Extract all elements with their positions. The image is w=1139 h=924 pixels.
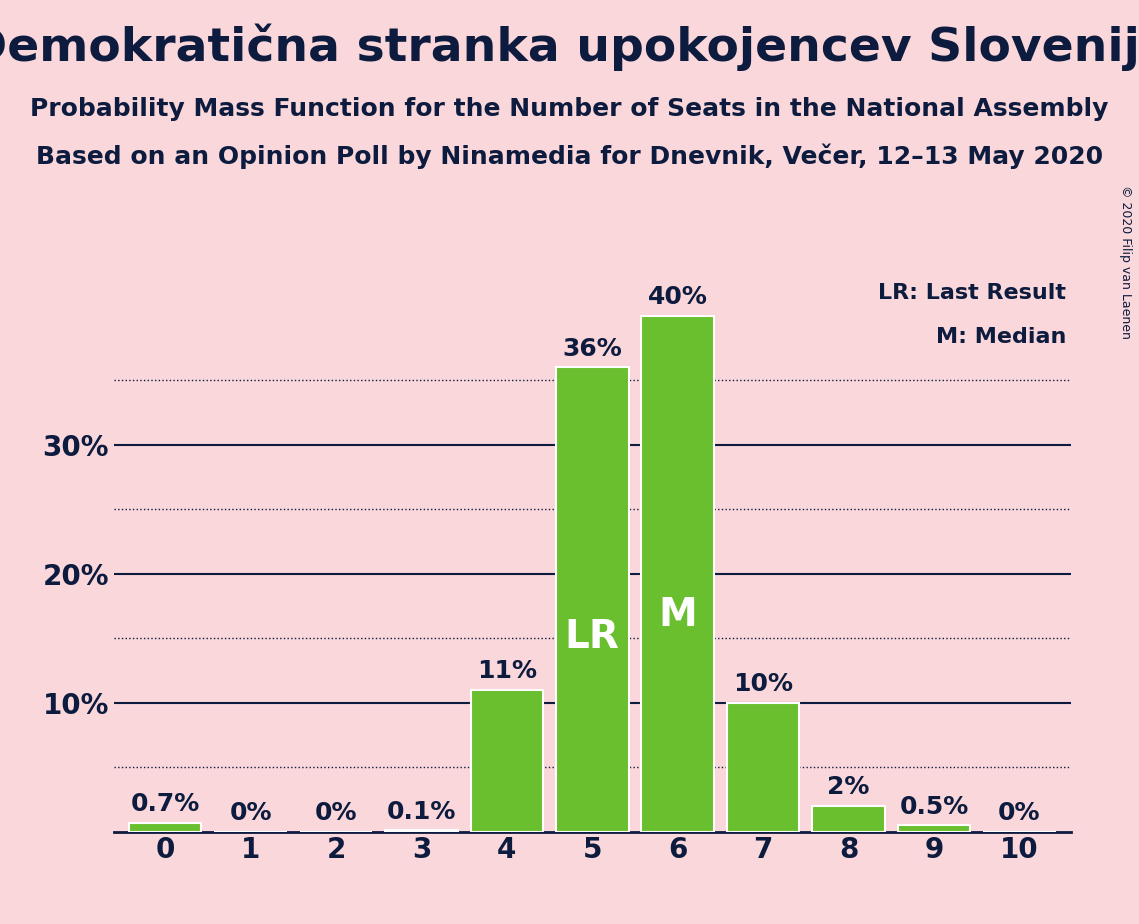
Text: LR: LR: [565, 617, 620, 656]
Text: Based on an Opinion Poll by Ninamedia for Dnevnik, Večer, 12–13 May 2020: Based on an Opinion Poll by Ninamedia fo…: [36, 143, 1103, 169]
Text: Probability Mass Function for the Number of Seats in the National Assembly: Probability Mass Function for the Number…: [31, 97, 1108, 121]
Bar: [812, 806, 885, 832]
Text: 0.5%: 0.5%: [900, 795, 968, 819]
Text: M: M: [658, 596, 697, 634]
Text: LR: Last Result: LR: Last Result: [878, 283, 1066, 303]
Text: 11%: 11%: [477, 660, 536, 684]
Text: 36%: 36%: [563, 337, 622, 361]
Text: 0%: 0%: [998, 801, 1041, 825]
Bar: [727, 702, 800, 832]
Text: 0%: 0%: [229, 801, 272, 825]
Text: 40%: 40%: [648, 286, 707, 310]
Bar: [898, 825, 970, 832]
Bar: [470, 690, 543, 832]
Bar: [641, 316, 714, 832]
Bar: [385, 831, 458, 832]
Text: © 2020 Filip van Laenen: © 2020 Filip van Laenen: [1118, 185, 1132, 339]
Text: 0.1%: 0.1%: [387, 800, 456, 824]
Text: 0%: 0%: [314, 801, 358, 825]
Text: M: Median: M: Median: [935, 327, 1066, 347]
Bar: [556, 368, 629, 832]
Text: Demokratična stranka upokojencev Slovenije: Demokratična stranka upokojencev Sloveni…: [0, 23, 1139, 70]
Text: 0.7%: 0.7%: [131, 792, 199, 816]
Text: 10%: 10%: [734, 673, 793, 696]
Text: 2%: 2%: [827, 775, 870, 799]
Bar: [129, 822, 202, 832]
